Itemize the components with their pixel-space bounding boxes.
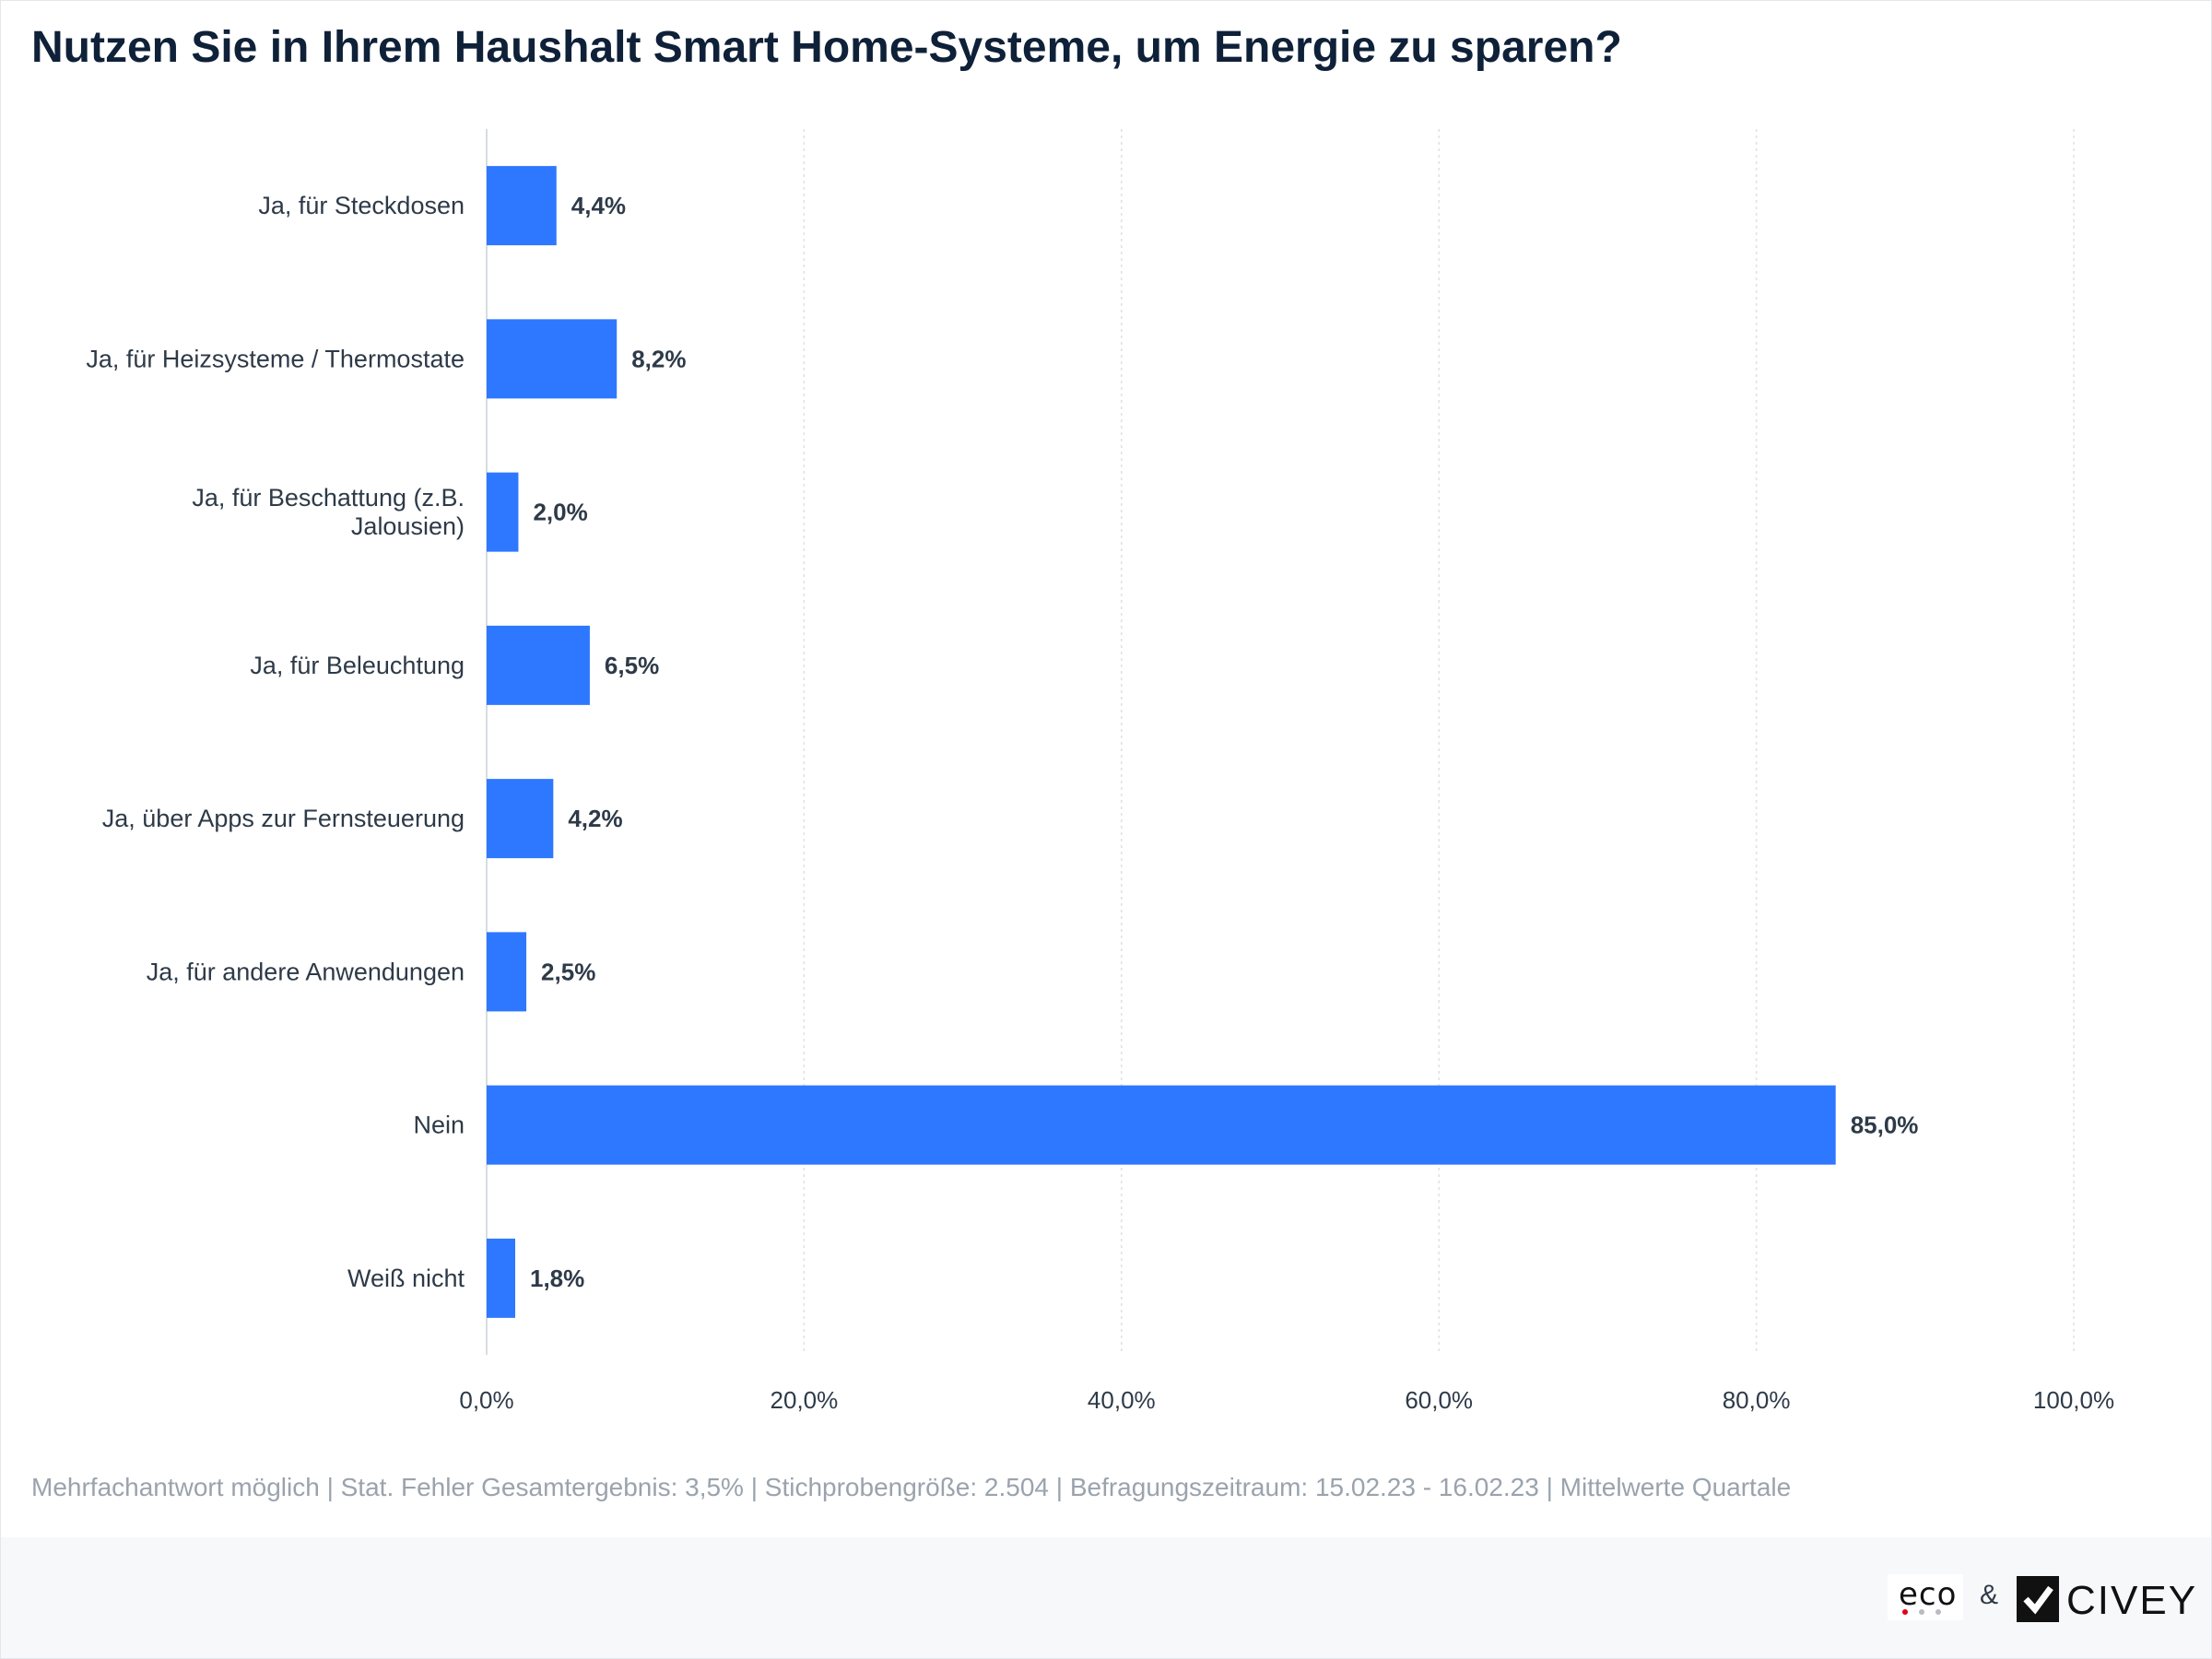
x-tick-label: 20,0%: [771, 1386, 839, 1414]
data-label: 4,2%: [568, 805, 622, 832]
data-label: 2,5%: [541, 958, 595, 985]
data-label: 4,4%: [571, 192, 626, 219]
x-tick-label: 40,0%: [1088, 1386, 1156, 1414]
category-label: Ja, für Beleuchtung: [250, 652, 465, 679]
x-tick-label: 0,0%: [459, 1386, 513, 1414]
bar: [487, 1085, 1836, 1165]
category-label: Ja, für Steckdosen: [258, 192, 465, 219]
category-label: Weiß nicht: [347, 1265, 465, 1292]
eco-logo: eco: [1888, 1574, 1963, 1620]
x-tick-label: 80,0%: [1723, 1386, 1791, 1414]
category-label: Ja, für Beschattung (z.B. Jalousien): [192, 484, 465, 540]
category-label: Ja, für Heizsysteme / Thermostate: [86, 345, 465, 372]
bar: [487, 779, 554, 859]
category-label: Ja, für andere Anwendungen: [147, 958, 465, 985]
logo-ampersand: &: [1980, 1580, 1999, 1610]
eco-logo-dot-grey: [1919, 1609, 1924, 1615]
data-label: 2,0%: [533, 499, 587, 526]
civey-logo-text: CIVEY: [2066, 1578, 2198, 1623]
footer-band: [1, 1537, 2211, 1658]
bar: [487, 472, 519, 552]
x-tick-label: 100,0%: [2033, 1386, 2114, 1414]
data-label: 85,0%: [1851, 1112, 1919, 1139]
data-label: 8,2%: [631, 345, 686, 372]
data-label: 1,8%: [530, 1265, 584, 1292]
category-label: Ja, über Apps zur Fernsteuerung: [102, 805, 465, 832]
eco-logo-text: eco: [1899, 1576, 1958, 1613]
bar: [487, 166, 557, 246]
bar: [487, 932, 527, 1012]
bar: [487, 625, 590, 705]
eco-logo-dot-red: [1902, 1609, 1908, 1615]
category-label: Nein: [413, 1112, 465, 1139]
data-label: 6,5%: [605, 652, 659, 679]
bar: [487, 1238, 515, 1318]
x-tick-label: 60,0%: [1405, 1386, 1473, 1414]
bar: [487, 319, 618, 399]
chart-title: Nutzen Sie in Ihrem Haushalt Smart Home-…: [31, 23, 1622, 72]
civey-check-icon: [2017, 1576, 2059, 1622]
chart-footnote: Mehrfachantwort möglich | Stat. Fehler G…: [31, 1473, 1792, 1501]
eco-logo-dot-grey-2: [1936, 1609, 1941, 1615]
bar-chart: 0,0% 20,0% 40,0% 60,0% 80,0% 100,0% 4,4% Ja, fü…: [86, 129, 2114, 1414]
